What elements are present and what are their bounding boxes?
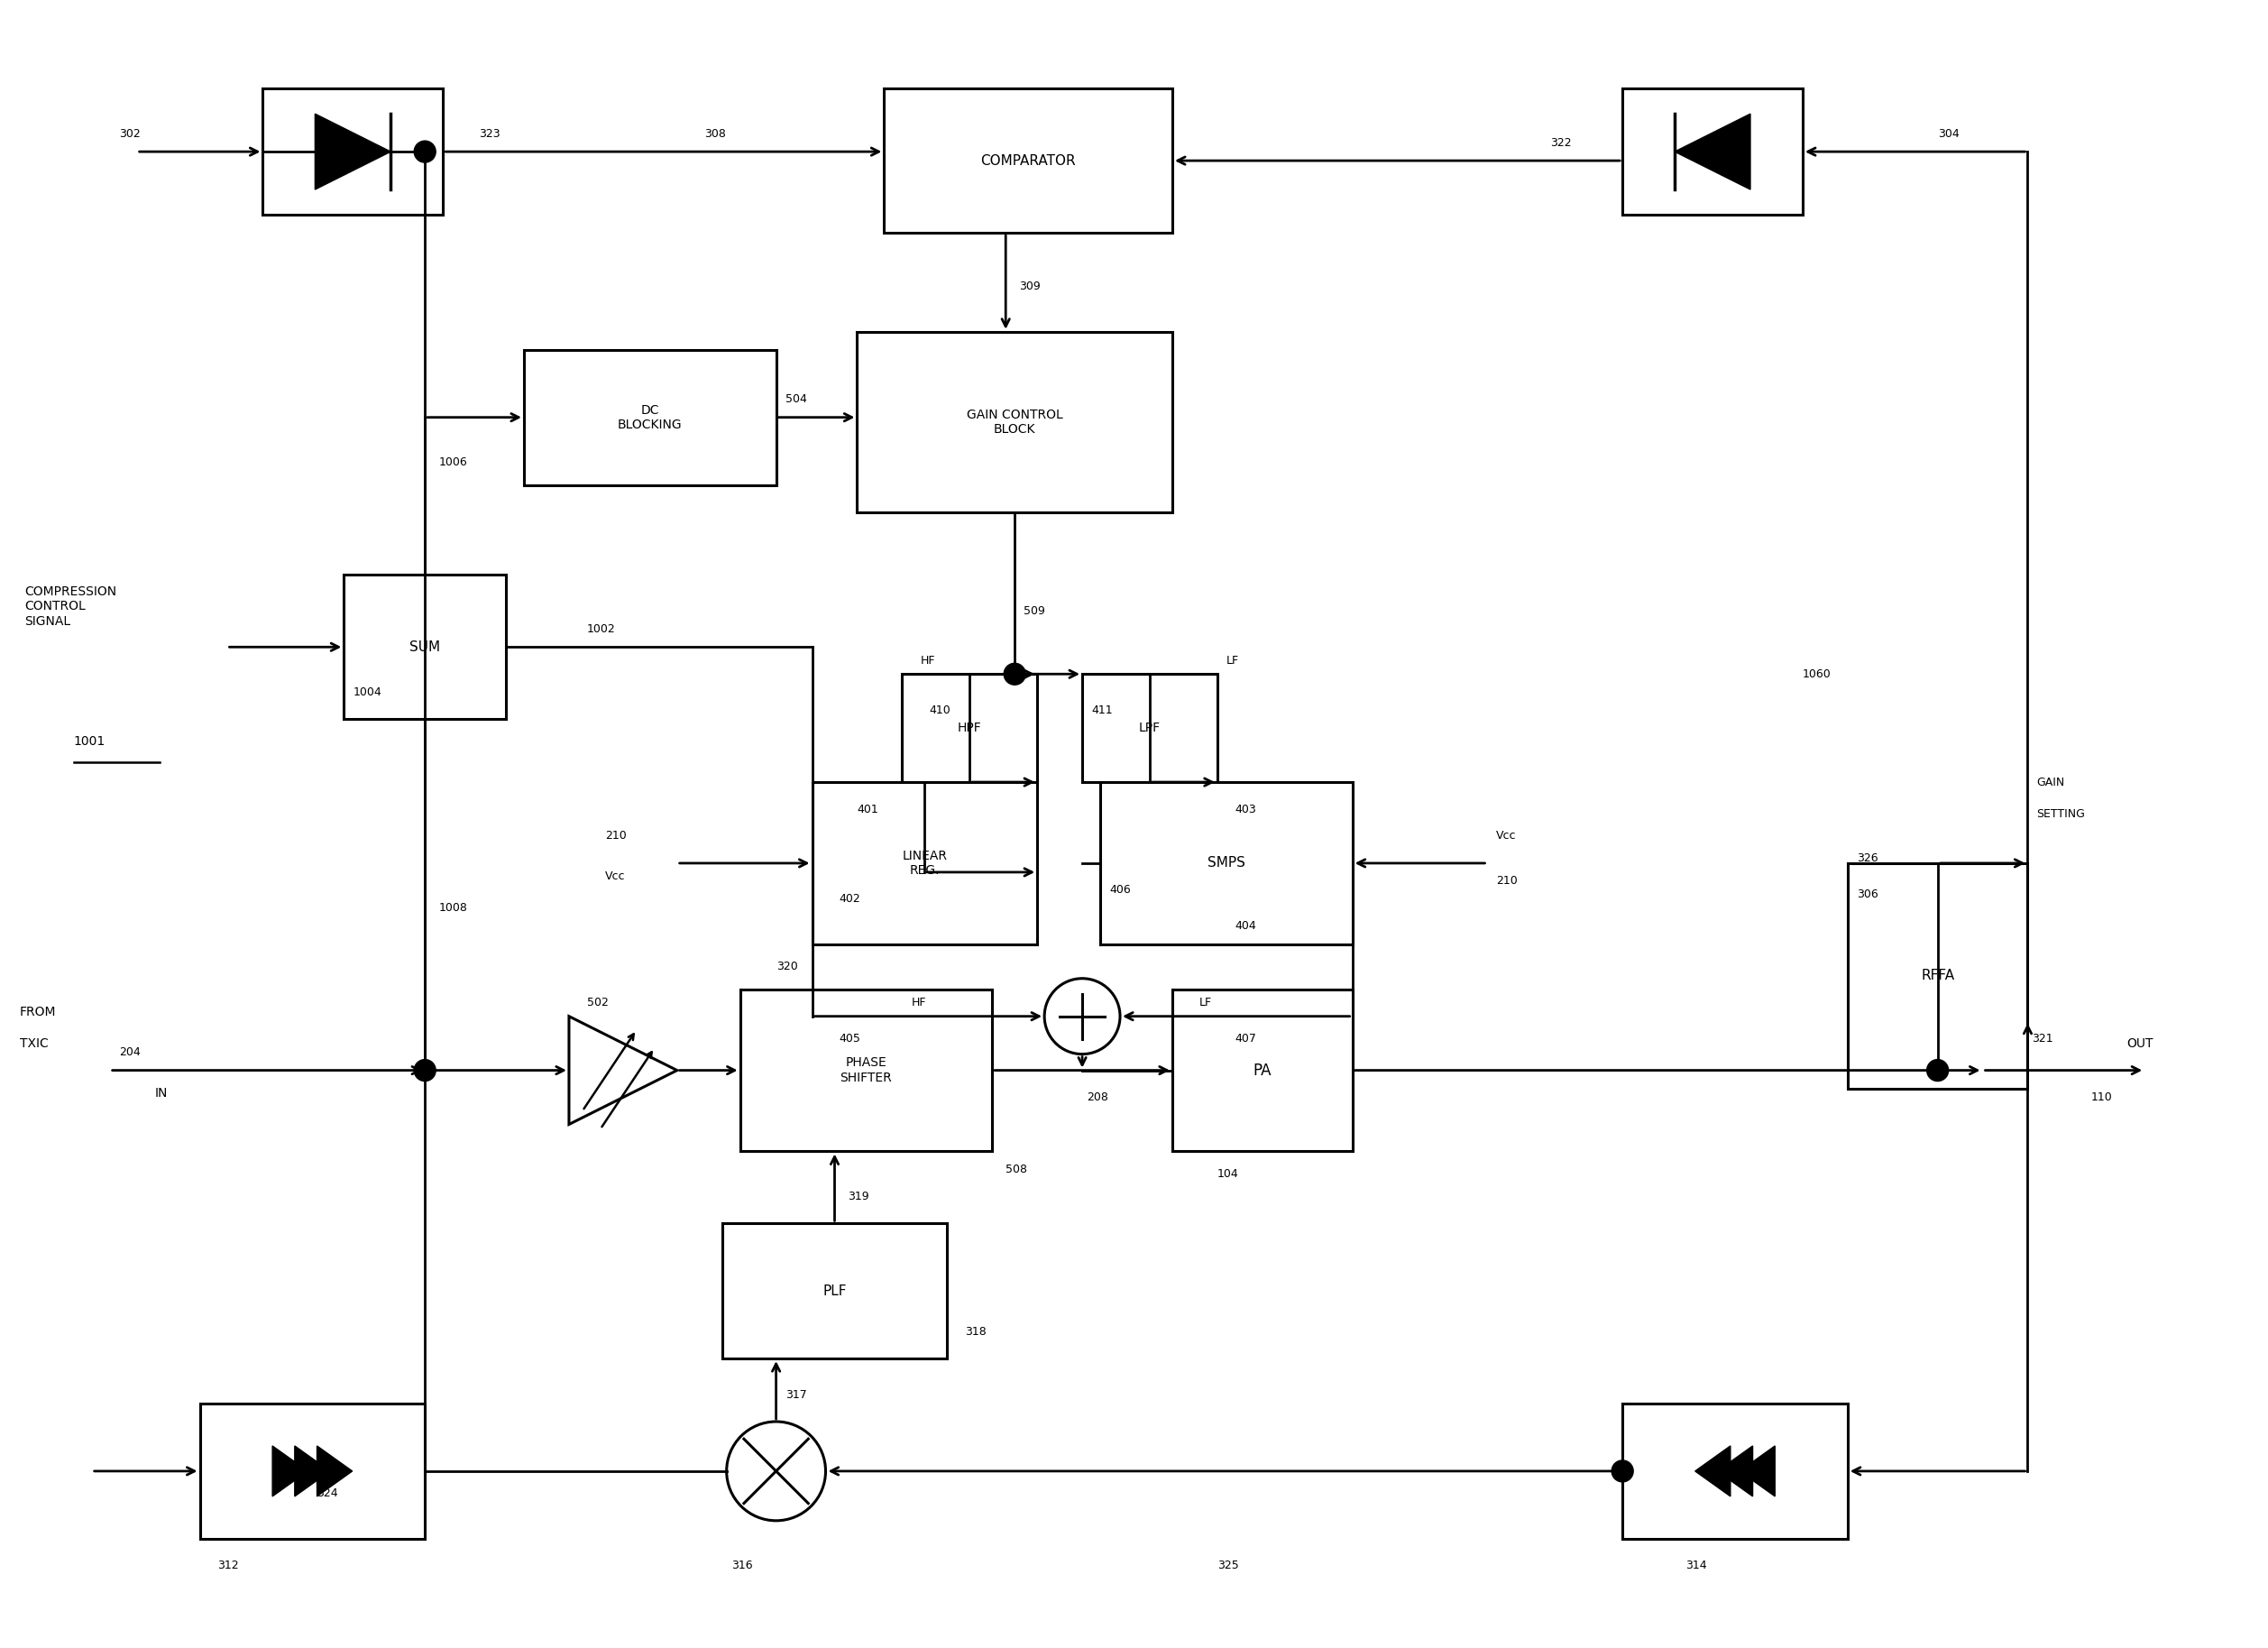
Text: 402: 402 bbox=[839, 893, 860, 905]
Text: 204: 204 bbox=[118, 1046, 141, 1058]
Text: HF: HF bbox=[921, 654, 934, 666]
Text: SMPS: SMPS bbox=[1207, 857, 1245, 870]
Text: IN: IN bbox=[154, 1086, 168, 1099]
Text: 403: 403 bbox=[1236, 803, 1256, 816]
Text: 401: 401 bbox=[857, 803, 878, 816]
Text: 208: 208 bbox=[1086, 1091, 1109, 1103]
Text: 314: 314 bbox=[1685, 1559, 1708, 1572]
Text: 322: 322 bbox=[1551, 137, 1572, 148]
FancyBboxPatch shape bbox=[1848, 864, 2028, 1088]
FancyBboxPatch shape bbox=[1622, 1404, 1848, 1539]
FancyBboxPatch shape bbox=[1100, 783, 1352, 944]
FancyBboxPatch shape bbox=[885, 89, 1173, 232]
Text: 404: 404 bbox=[1236, 920, 1256, 933]
Text: 312: 312 bbox=[218, 1559, 238, 1572]
Circle shape bbox=[1928, 1060, 1948, 1081]
Text: 406: 406 bbox=[1109, 885, 1132, 897]
Text: 210: 210 bbox=[1497, 875, 1517, 887]
Text: PHASE
SHIFTER: PHASE SHIFTER bbox=[839, 1056, 891, 1084]
Text: 304: 304 bbox=[1937, 129, 1960, 140]
Text: 1006: 1006 bbox=[438, 456, 467, 468]
FancyBboxPatch shape bbox=[812, 783, 1036, 944]
Text: 325: 325 bbox=[1218, 1559, 1238, 1572]
FancyBboxPatch shape bbox=[903, 674, 1036, 783]
FancyBboxPatch shape bbox=[345, 575, 506, 719]
Polygon shape bbox=[1674, 114, 1751, 190]
FancyBboxPatch shape bbox=[721, 1223, 948, 1358]
FancyBboxPatch shape bbox=[524, 349, 776, 485]
Text: SUM: SUM bbox=[411, 641, 440, 654]
Text: 306: 306 bbox=[1857, 888, 1878, 900]
FancyBboxPatch shape bbox=[857, 331, 1173, 513]
Text: 110: 110 bbox=[2091, 1091, 2112, 1103]
Text: 1004: 1004 bbox=[354, 686, 381, 697]
Text: LF: LF bbox=[1227, 654, 1238, 666]
Text: COMPARATOR: COMPARATOR bbox=[980, 153, 1075, 168]
Text: 326: 326 bbox=[1857, 852, 1878, 865]
Circle shape bbox=[1005, 662, 1025, 686]
Text: 318: 318 bbox=[966, 1325, 987, 1338]
Text: RFFA: RFFA bbox=[1921, 969, 1955, 982]
Text: 320: 320 bbox=[776, 961, 798, 972]
Text: 210: 210 bbox=[606, 831, 626, 842]
FancyBboxPatch shape bbox=[739, 989, 991, 1152]
Text: 502: 502 bbox=[587, 997, 608, 1009]
Text: SETTING: SETTING bbox=[2037, 808, 2084, 819]
Text: 508: 508 bbox=[1005, 1163, 1027, 1175]
Text: COMPRESSION
CONTROL
SIGNAL: COMPRESSION CONTROL SIGNAL bbox=[25, 585, 116, 628]
FancyBboxPatch shape bbox=[263, 89, 442, 214]
Text: 316: 316 bbox=[730, 1559, 753, 1572]
Text: 1001: 1001 bbox=[75, 735, 107, 748]
Polygon shape bbox=[1717, 1445, 1753, 1496]
Text: 309: 309 bbox=[1018, 280, 1041, 293]
Text: 509: 509 bbox=[1023, 605, 1046, 616]
Polygon shape bbox=[1740, 1445, 1776, 1496]
Polygon shape bbox=[1694, 1445, 1730, 1496]
Circle shape bbox=[415, 140, 435, 163]
Text: 504: 504 bbox=[785, 394, 807, 405]
Text: 319: 319 bbox=[848, 1190, 869, 1203]
Polygon shape bbox=[318, 1445, 352, 1496]
Polygon shape bbox=[272, 1445, 308, 1496]
Polygon shape bbox=[315, 114, 390, 190]
Circle shape bbox=[415, 1060, 435, 1081]
FancyBboxPatch shape bbox=[200, 1404, 424, 1539]
Polygon shape bbox=[295, 1445, 331, 1496]
Text: 410: 410 bbox=[930, 704, 950, 715]
Text: 302: 302 bbox=[118, 129, 141, 140]
Text: LINEAR
REG.: LINEAR REG. bbox=[903, 850, 948, 877]
Text: 323: 323 bbox=[479, 129, 501, 140]
Text: HPF: HPF bbox=[957, 722, 982, 735]
Text: 321: 321 bbox=[2032, 1033, 2053, 1045]
Text: OUT: OUT bbox=[2127, 1037, 2152, 1050]
Text: TXIC: TXIC bbox=[20, 1037, 48, 1050]
Text: 324: 324 bbox=[318, 1488, 338, 1500]
Text: 407: 407 bbox=[1236, 1033, 1256, 1045]
Text: FROM: FROM bbox=[20, 1005, 57, 1018]
Text: DC
BLOCKING: DC BLOCKING bbox=[617, 404, 683, 432]
Text: PLF: PLF bbox=[823, 1284, 846, 1297]
Text: 1008: 1008 bbox=[438, 903, 467, 915]
Text: 405: 405 bbox=[839, 1033, 860, 1045]
FancyBboxPatch shape bbox=[1173, 989, 1352, 1152]
Text: 104: 104 bbox=[1218, 1168, 1238, 1180]
FancyBboxPatch shape bbox=[1622, 89, 1803, 214]
Text: LF: LF bbox=[1200, 997, 1211, 1009]
Text: 317: 317 bbox=[785, 1389, 807, 1401]
FancyBboxPatch shape bbox=[1082, 674, 1218, 783]
Circle shape bbox=[1613, 1460, 1633, 1482]
Text: Vcc: Vcc bbox=[606, 870, 626, 883]
Text: GAIN CONTROL
BLOCK: GAIN CONTROL BLOCK bbox=[966, 409, 1064, 435]
Text: Vcc: Vcc bbox=[1497, 831, 1517, 842]
Text: HF: HF bbox=[912, 997, 925, 1009]
Text: 411: 411 bbox=[1091, 704, 1114, 715]
Text: GAIN: GAIN bbox=[2037, 776, 2064, 788]
Text: PA: PA bbox=[1252, 1063, 1272, 1078]
Text: 308: 308 bbox=[703, 129, 726, 140]
Text: 1002: 1002 bbox=[587, 623, 615, 634]
Text: 1060: 1060 bbox=[1803, 667, 1830, 681]
Text: LPF: LPF bbox=[1139, 722, 1161, 735]
